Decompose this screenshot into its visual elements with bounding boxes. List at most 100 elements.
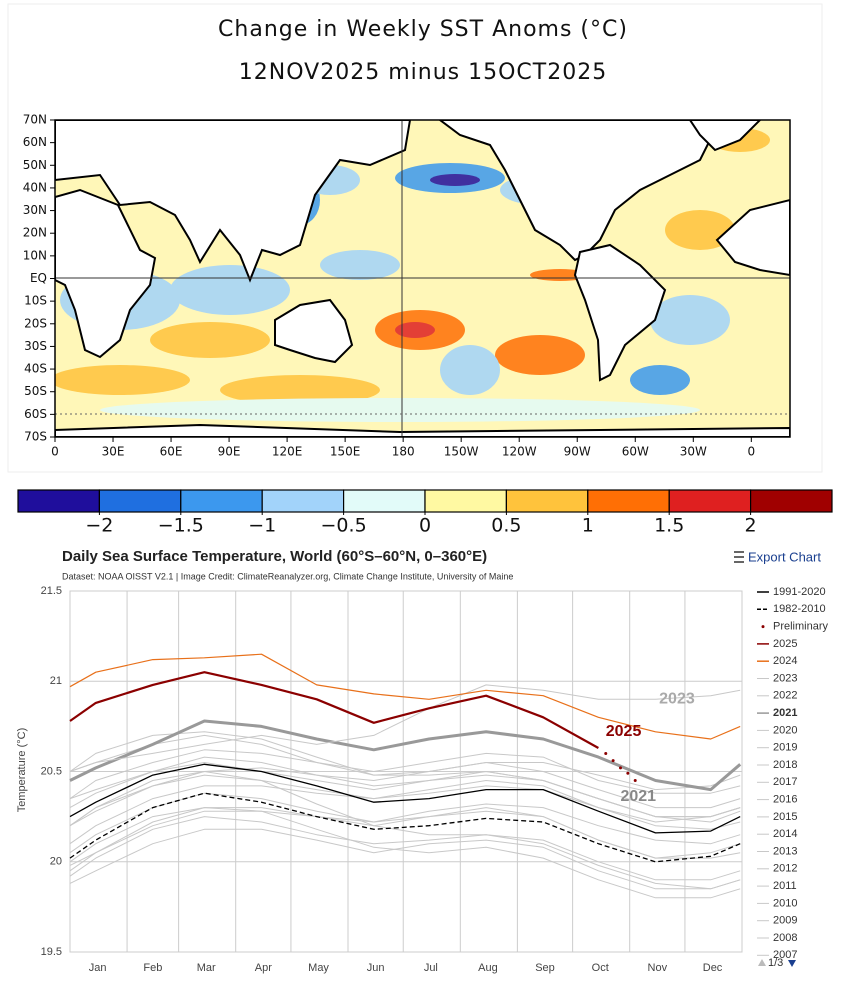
colorbar-label: −2 [85,515,113,537]
x-tick-label: Nov [648,962,668,974]
lat-label: 30N [23,203,47,217]
series-line [69,719,742,792]
y-tick-label: 21 [50,675,62,687]
lat-label: 50N [23,158,47,172]
x-tick-label: Jan [89,962,107,974]
x-tick-label: Oct [592,962,609,974]
preliminary-dot [633,779,637,783]
series-line [69,803,741,872]
series-line [69,771,741,890]
preliminary-dot [626,771,630,775]
y-tick-label: 20 [50,856,62,868]
series-line [69,762,741,818]
series-line [69,792,741,863]
series-line [69,807,741,899]
colorbar-box [180,489,263,513]
chart-title: Daily Sea Surface Temperature, World (60… [62,548,487,565]
legend-label: 2018 [773,759,797,771]
lon-label: 60E [160,445,183,459]
y-tick-label: 19.5 [41,946,62,958]
lon-label: 60W [622,445,649,459]
lon-label: 120E [272,445,303,459]
lon-label: 30E [102,445,125,459]
legend-label: 2009 [773,915,797,927]
colorbar-label: −0.5 [321,515,367,537]
map-title: Change in Weekly SST Anoms (°C) [218,17,628,42]
series-line [69,763,741,834]
x-tick-label: May [308,962,329,974]
colorbar-label: 1 [582,515,594,537]
colorbar-label: 2 [745,515,757,537]
legend-label: 2021 [773,707,797,719]
lon-label: 90W [564,445,591,459]
legend-label: 2023 [773,672,797,684]
legend-label: 2024 [773,655,797,667]
legend-label: 2013 [773,845,797,857]
legend-label: 2017 [773,776,797,788]
series-line [69,671,599,749]
lat-label: 50S [24,384,47,398]
legend-label: 2016 [773,794,797,806]
series-line [69,780,741,845]
series-line [69,734,741,809]
lon-label: 180 [392,445,415,459]
legend-label: 1982-2010 [773,603,826,615]
export-button[interactable]: Export Chart [734,549,821,564]
lon-label: 90E [218,445,241,459]
lon-label: 30W [680,445,707,459]
colorbar-label: 0.5 [491,515,521,537]
y-tick-label: 21.5 [41,585,62,597]
legend-label: Preliminary [773,621,829,633]
series-line [69,774,741,827]
preliminary-dot [618,766,622,770]
lat-label: EQ [30,271,47,285]
series-line [69,684,741,772]
legend-label: 1991-2020 [773,586,826,598]
x-tick-label: Jul [424,962,438,974]
map-field [55,120,790,437]
series-line [69,749,741,800]
x-tick-label: Apr [255,962,272,974]
colorbar-label: 1.5 [654,515,684,537]
lat-label: 20S [24,316,47,330]
colorbar-box [343,489,426,513]
legend-label: 2010 [773,897,797,909]
preliminary-dot [604,751,608,755]
colorbar-box [424,489,508,513]
legend-label: 2007 [773,949,797,961]
lat-label: 30S [24,339,47,353]
colorbar-box [505,489,589,513]
legend-label: 2011 [773,880,797,892]
lon-label: 150E [330,445,361,459]
chart-subtitle: Dataset: NOAA OISST V2.1 | Image Credit:… [62,571,513,581]
lat-label: 70S [24,430,47,444]
x-tick-label: Mar [197,962,216,974]
lon-label: 150W [444,445,479,459]
legend-label: 2022 [773,690,797,702]
colorbar-box [749,489,833,513]
series-line [69,828,741,890]
lat-label: 10S [24,294,47,308]
map-subtitle: 12NOV2025 minus 15OCT2025 [239,60,607,85]
legend-label: 2019 [773,742,797,754]
export-label[interactable]: Export Chart [748,549,821,564]
legend-label: 2025 [773,638,797,650]
legend-label: 2020 [773,724,797,736]
x-tick-label: Feb [143,962,162,974]
x-tick-label: Jun [367,962,385,974]
colorbar-box [17,489,101,513]
annotation: 2025 [606,723,642,740]
x-tick-label: Sep [535,962,555,974]
legend-label: 2008 [773,932,797,944]
y-axis-label: Temperature (°C) [16,728,28,812]
colorbar-box [98,489,182,513]
y-tick-label: 20.5 [41,765,62,777]
legend-label: 2014 [773,828,797,840]
lat-label: 60N [23,135,47,149]
lat-label: 60S [24,407,47,421]
lat-label: 20N [23,226,47,240]
lon-label: 120W [502,445,537,459]
pager[interactable]: 1/3 [758,957,796,969]
lon-label: 0 [747,445,755,459]
